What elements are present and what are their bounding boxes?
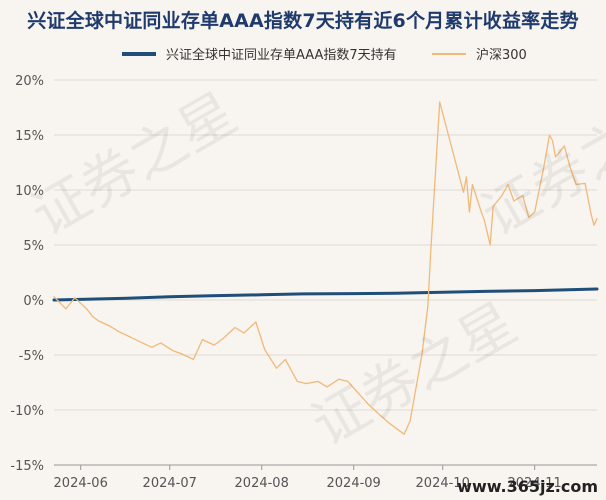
series-line-1 <box>52 287 599 302</box>
y-tick-label: 0% <box>23 294 44 309</box>
y-tick-label: 20% <box>15 74 44 89</box>
x-tick-label: 2024-10 <box>416 476 470 491</box>
y-tick-label: -5% <box>19 349 44 364</box>
y-tick-label: 15% <box>15 129 44 144</box>
y-tick-label: 10% <box>15 184 44 199</box>
x-tick-label: 2024-08 <box>235 476 289 491</box>
legend-item-series-1: 兴证全球中证同业存单AAA指数7天持有 <box>122 44 397 63</box>
x-tick-label: 2024-11 <box>508 476 562 491</box>
legend: 兴证全球中证同业存单AAA指数7天持有 沪深300 <box>0 44 606 64</box>
legend-swatch-series-1 <box>122 51 156 56</box>
x-tick-label: 2024-09 <box>327 476 381 491</box>
y-tick-label: -10% <box>10 404 44 419</box>
legend-swatch-series-2 <box>432 52 466 55</box>
site-mark: www.365jz.com <box>457 477 598 496</box>
y-tick-label: 5% <box>23 239 44 254</box>
x-tick-label: 2024-07 <box>143 476 197 491</box>
legend-label-series-2: 沪深300 <box>476 48 527 63</box>
legend-item-series-2: 沪深300 <box>432 44 527 63</box>
x-tick-label: 2024-06 <box>54 476 108 491</box>
y-tick-label: -15% <box>10 459 44 474</box>
chart-title: 兴证全球中证同业存单AAA指数7天持有近6个月累计收益率走势 <box>27 10 579 32</box>
series-line-2 <box>53 101 598 435</box>
legend-label-series-1: 兴证全球中证同业存单AAA指数7天持有 <box>166 48 397 63</box>
